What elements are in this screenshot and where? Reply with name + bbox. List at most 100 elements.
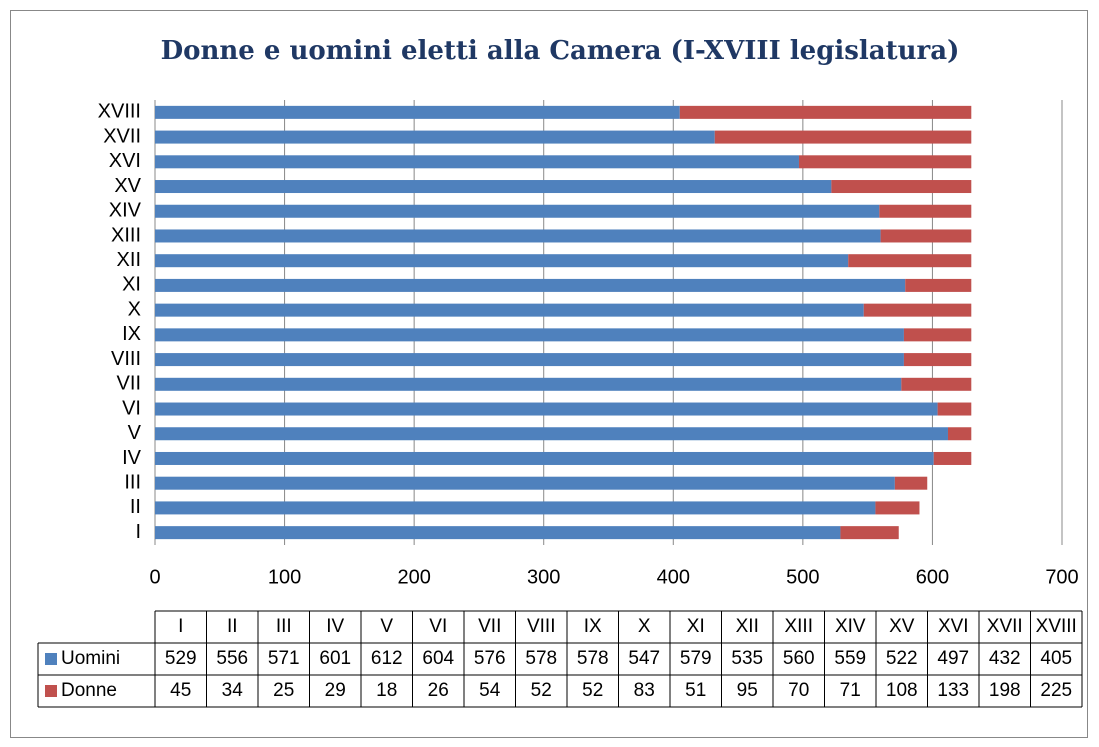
table-value: 51 — [685, 680, 706, 701]
table-value: 108 — [886, 680, 918, 701]
bar — [155, 303, 864, 317]
bar — [798, 155, 972, 169]
x-tick-label: 700 — [1045, 566, 1078, 588]
y-tick-label: XV — [114, 175, 141, 197]
y-tick-label: XVIII — [98, 101, 141, 123]
table-value: 604 — [422, 648, 454, 669]
table-value: 547 — [628, 648, 660, 669]
table-value: 198 — [989, 680, 1021, 701]
table-header: XVIII — [1036, 616, 1077, 637]
table-value: 225 — [1040, 680, 1072, 701]
table-value: 579 — [680, 648, 712, 669]
table-header: XI — [687, 616, 705, 637]
table-value: 405 — [1040, 648, 1072, 669]
bar — [894, 476, 928, 490]
table-value: 29 — [325, 680, 346, 701]
legend-label: Uomini — [61, 648, 120, 669]
bar — [901, 377, 972, 391]
legend-label: Donne — [61, 680, 117, 701]
x-tick-label: 200 — [397, 566, 430, 588]
table-value: 522 — [886, 648, 918, 669]
table-value: 25 — [273, 680, 294, 701]
bar — [155, 377, 902, 391]
bar — [155, 229, 881, 243]
bar — [848, 254, 972, 268]
table-value: 576 — [474, 648, 506, 669]
table-header: XVI — [938, 616, 969, 637]
y-tick-label: X — [128, 298, 141, 320]
bar — [714, 130, 972, 144]
bar — [937, 402, 972, 416]
bar — [905, 278, 972, 292]
table-value: 497 — [937, 648, 969, 669]
bar — [155, 254, 849, 268]
bar — [947, 427, 972, 441]
table-value: 560 — [783, 648, 815, 669]
bar — [155, 328, 904, 342]
table-value: 535 — [731, 648, 763, 669]
y-tick-label: VIII — [111, 348, 141, 370]
table-value: 578 — [525, 648, 557, 669]
table-header: II — [227, 616, 238, 637]
table-value: 18 — [376, 680, 397, 701]
y-tick-label: VII — [117, 373, 141, 395]
bar — [903, 353, 972, 367]
bar — [155, 180, 832, 194]
x-tick-label: 500 — [786, 566, 819, 588]
table-value: 529 — [165, 648, 197, 669]
bar — [155, 155, 799, 169]
table-header: X — [638, 616, 651, 637]
y-tick-label: XVI — [109, 150, 141, 172]
table-header: VI — [429, 616, 447, 637]
table-header: IV — [326, 616, 344, 637]
y-tick-label: XVII — [103, 125, 141, 147]
table-header: VIII — [527, 616, 556, 637]
table-value: 26 — [428, 680, 449, 701]
bar — [679, 105, 972, 119]
table-header: XVII — [987, 616, 1023, 637]
table-header: XIV — [835, 616, 866, 637]
y-tick-label: IX — [122, 323, 141, 345]
bar — [155, 451, 934, 465]
table-header: XII — [736, 616, 759, 637]
table-value: 559 — [834, 648, 866, 669]
bar — [863, 303, 972, 317]
bar — [155, 476, 895, 490]
table-value: 571 — [268, 648, 300, 669]
bar — [880, 229, 972, 243]
table-value: 601 — [319, 648, 351, 669]
table-value: 52 — [582, 680, 603, 701]
x-tick-label: 400 — [657, 566, 690, 588]
table-value: 54 — [479, 680, 501, 701]
table-header: IX — [584, 616, 602, 637]
table-value: 432 — [989, 648, 1021, 669]
bar — [155, 105, 680, 119]
bar — [903, 328, 972, 342]
table-value: 83 — [634, 680, 655, 701]
table-value: 52 — [531, 680, 552, 701]
bar — [155, 427, 948, 441]
bar — [155, 402, 938, 416]
table-value: 34 — [222, 680, 244, 701]
y-tick-label: XII — [117, 249, 141, 271]
table-value: 612 — [371, 648, 403, 669]
table-header: XIII — [784, 616, 813, 637]
table-header: VII — [478, 616, 501, 637]
y-tick-label: XI — [122, 274, 141, 296]
table-header: XV — [889, 616, 915, 637]
bar — [155, 278, 906, 292]
chart-title: Donne e uomini eletti alla Camera (I-XVI… — [161, 36, 960, 66]
y-tick-label: II — [130, 496, 141, 518]
y-tick-label: V — [128, 422, 142, 444]
bar — [155, 204, 880, 218]
table-header: III — [276, 616, 292, 637]
x-tick-label: 100 — [268, 566, 301, 588]
table-value: 556 — [216, 648, 248, 669]
table-value: 71 — [840, 680, 861, 701]
x-tick-label: 600 — [916, 566, 949, 588]
bar — [831, 180, 972, 194]
bar — [155, 501, 876, 515]
y-tick-label: III — [124, 471, 141, 493]
x-tick-label: 300 — [527, 566, 560, 588]
y-tick-label: I — [135, 521, 141, 543]
